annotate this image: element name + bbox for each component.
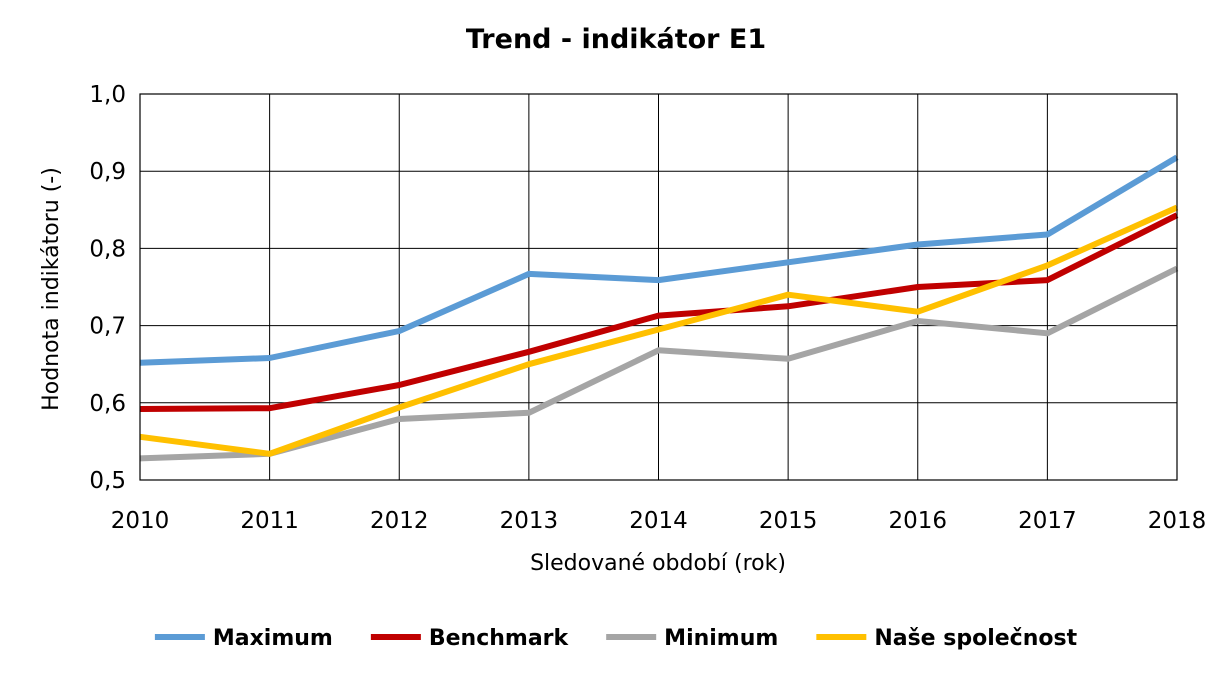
- y-tick-label: 1,0: [89, 82, 126, 108]
- grid: [140, 94, 1177, 480]
- y-tick-label: 0,5: [89, 468, 126, 494]
- x-tick-label: 2011: [240, 508, 299, 534]
- x-axis-label: Sledované období (rok): [530, 551, 786, 576]
- x-tick-label: 2014: [629, 508, 688, 534]
- legend-label: Benchmark: [429, 626, 570, 651]
- x-tick-label: 2017: [1018, 508, 1077, 534]
- plot-area: [139, 93, 1178, 481]
- x-tick-label: 2012: [370, 508, 429, 534]
- x-tick-label: 2015: [759, 508, 818, 534]
- legend: Maximum Benchmark Minimum Naše společnost: [154, 626, 1078, 651]
- x-axis-ticks: 2010 2011 2012 2013 2014 2015 2016 2017 2018: [111, 508, 1207, 534]
- chart-title: Trend - indikátor E1: [466, 24, 766, 55]
- y-tick-label: 0,8: [89, 236, 126, 262]
- x-tick-label: 2013: [500, 508, 559, 534]
- series-line-4: [139, 204, 1179, 457]
- y-tick-label: 0,6: [89, 391, 126, 417]
- y-axis-ticks: 0,5 0,6 0,7 0,8 0,9 1,0: [89, 82, 126, 494]
- y-tick-label: 0,9: [89, 159, 126, 185]
- legend-label: Minimum: [664, 626, 778, 651]
- x-tick-label: 2010: [111, 508, 170, 534]
- y-tick-label: 0,7: [89, 314, 126, 340]
- series-line-3: [139, 265, 1179, 462]
- series-line-1: [139, 154, 1179, 366]
- x-tick-label: 2018: [1148, 508, 1207, 534]
- legend-label: Maximum: [213, 626, 333, 651]
- series-lines: [139, 154, 1179, 462]
- y-axis-label: Hodnota indikátoru (-): [39, 167, 64, 411]
- legend-label: Naše společnost: [874, 626, 1077, 651]
- x-tick-label: 2016: [888, 508, 947, 534]
